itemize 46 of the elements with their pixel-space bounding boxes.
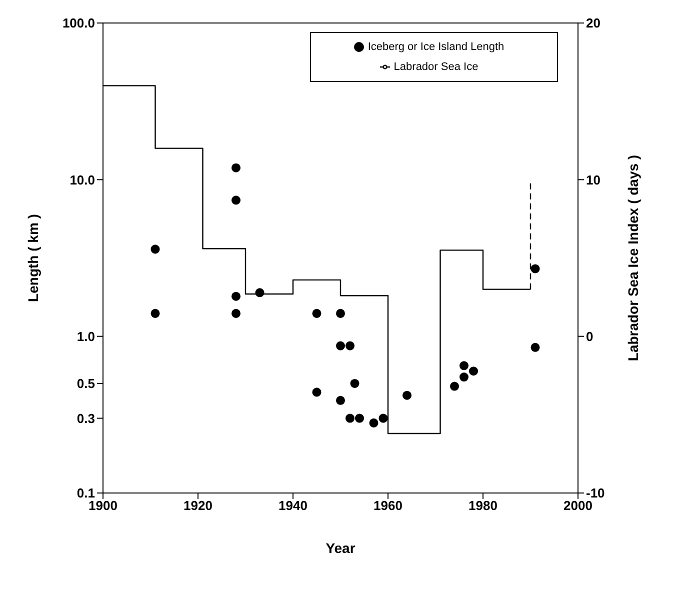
point <box>450 382 460 391</box>
point <box>336 341 346 350</box>
point <box>231 196 241 205</box>
point <box>468 366 478 376</box>
point <box>336 308 346 318</box>
y2-tick-label: -10 <box>586 486 605 501</box>
point <box>378 414 388 423</box>
x-axis-title: Year <box>326 540 356 556</box>
x-tick-label: 1900 <box>88 498 118 514</box>
point <box>402 390 412 400</box>
y-tick-label: 1.0 <box>76 328 95 344</box>
point <box>312 388 322 397</box>
point <box>312 308 322 318</box>
y2-tick-label: 10 <box>586 172 600 188</box>
y-axis-title: Length ( km ) <box>24 214 41 302</box>
legend-label: Iceberg or Ice Island Length <box>368 41 504 53</box>
point <box>231 308 241 318</box>
y-tick-label: 0.1 <box>76 486 95 501</box>
y2-axis-title: Labrador Sea Ice Index ( days ) <box>624 154 641 362</box>
x-tick-label: 1940 <box>278 498 308 514</box>
x-tick-label: 2000 <box>564 498 592 514</box>
point <box>530 342 540 352</box>
y-tick-label: 0.5 <box>76 376 95 392</box>
point <box>231 292 241 301</box>
x-tick-label: 1980 <box>468 498 498 514</box>
point <box>530 264 540 274</box>
point <box>150 308 160 318</box>
point <box>369 418 378 428</box>
y-tick-label: 10.0 <box>70 172 95 188</box>
x-tick-label: 1920 <box>184 498 212 514</box>
point <box>150 244 160 254</box>
point <box>231 163 241 172</box>
point <box>354 414 364 423</box>
y2-tick-label: 0 <box>586 328 594 344</box>
x-tick-label: 1960 <box>374 498 402 514</box>
legend-label: Labrador Sea Ice <box>394 61 478 73</box>
point <box>459 372 469 382</box>
point <box>459 361 469 370</box>
y-tick-label: 0.3 <box>76 410 95 426</box>
point <box>345 414 355 423</box>
point <box>350 378 360 388</box>
y2-tick-label: 20 <box>586 16 600 31</box>
point <box>255 288 264 298</box>
point <box>345 341 355 350</box>
y-tick-label: 100.0 <box>62 16 95 31</box>
point <box>336 396 346 405</box>
